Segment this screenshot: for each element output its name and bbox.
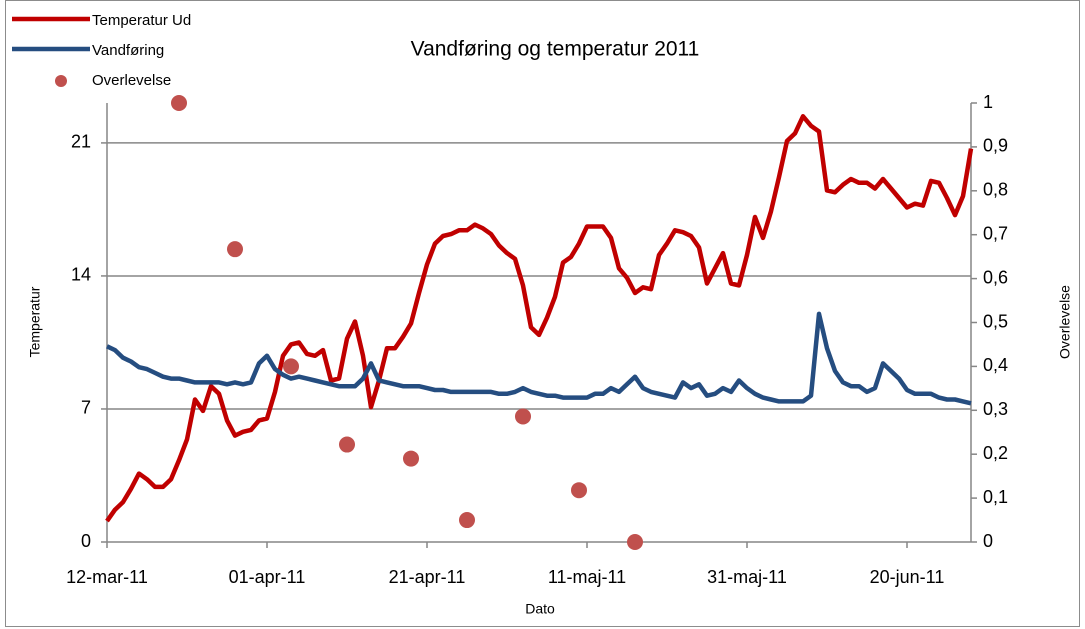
scatter-point [283,358,299,375]
legend-label: Overlevelse [92,72,171,89]
x-axis-title: Dato [525,601,555,617]
y2-tick-label: 0,6 [983,267,1008,287]
legend-marker [55,75,67,87]
y-tick-label: 14 [71,265,91,285]
y2-tick-label: 0,9 [983,136,1008,156]
scatter-point [571,482,587,499]
scatter-point [627,534,643,550]
y2-tick-label: 0,7 [983,223,1008,243]
chart-frame [5,0,1080,627]
y2-tick-label: 0 [983,531,993,551]
y2-axis-title: Overlevelse [1057,285,1073,359]
x-tick-label: 11-maj-11 [548,567,626,587]
legend-label: Temperatur Ud [92,12,191,29]
scatter-point [227,241,243,258]
y2-tick-label: 0,5 [983,311,1008,331]
scatter-point [171,95,187,111]
y-tick-label: 21 [71,132,91,152]
y2-tick-label: 0,3 [983,399,1008,419]
y2-tick-label: 0,8 [983,180,1008,200]
line-series [105,114,974,523]
scatter-point [459,512,475,529]
y2-tick-label: 0,1 [983,487,1008,507]
x-tick-label: 20-jun-11 [870,567,945,587]
chart-title: Vandføring og temperatur 2011 [411,38,700,61]
legend-label: Vandføring [92,42,164,59]
y-tick-label: 0 [81,531,91,551]
scatter-point [403,450,419,467]
y2-tick-label: 0,2 [983,443,1008,463]
y2-tick-label: 1 [983,92,993,112]
x-tick-label: 12-mar-11 [66,567,148,587]
x-tick-label: 21-apr-11 [389,567,466,587]
scatter-point [515,408,531,425]
x-tick-label: 31-maj-11 [707,567,787,587]
y2-tick-label: 0,4 [983,355,1008,375]
y-axis-title: Temperatur [27,286,43,357]
y-tick-label: 7 [81,398,91,418]
scatter-point [339,436,355,453]
x-tick-label: 01-apr-11 [229,567,306,587]
line-series [106,311,972,406]
